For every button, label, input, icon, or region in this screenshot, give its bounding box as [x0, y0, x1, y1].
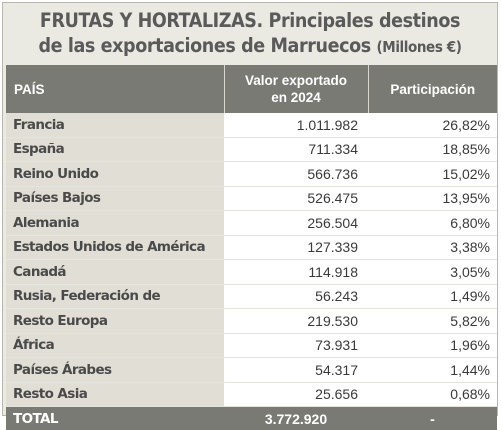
header-valor-line-2: en 2024 [271, 90, 321, 105]
cell-participacion: 26,82% [368, 113, 497, 137]
cell-valor: 566.736 [224, 162, 368, 187]
cell-participacion: 1,44% [368, 358, 497, 383]
cell-participacion: 1,49% [368, 284, 497, 309]
cell-pais: Alemania [6, 211, 224, 236]
cell-participacion: 13,95% [368, 186, 497, 211]
cell-valor: 127.339 [224, 235, 368, 260]
header-pais: PAÍS [6, 65, 224, 113]
cell-pais: Rusia, Federación de [6, 284, 224, 309]
cell-pais: España [6, 137, 224, 162]
cell-pais: Resto Europa [6, 309, 224, 334]
cell-participacion: 5,82% [368, 309, 497, 334]
cell-pais: Canadá [6, 260, 224, 285]
header-valor: Valor exportado en 2024 [224, 65, 368, 113]
table-panel: FRUTAS Y HORTALIZAS. Principales destino… [2, 2, 498, 416]
title-line-2: de las exportaciones de Marruecos (Millo… [3, 33, 497, 60]
cell-valor: 25.656 [224, 382, 368, 407]
cell-valor: 56.243 [224, 284, 368, 309]
cell-valor: 219.530 [224, 309, 368, 334]
cell-pais: Resto Asia [6, 382, 224, 407]
cell-participacion: 15,02% [368, 162, 497, 187]
cell-pais: Países Bajos [6, 186, 224, 211]
cell-pais: Estados Unidos de América [6, 235, 224, 260]
cell-valor: 73.931 [224, 333, 368, 358]
cell-valor: 1.011.982 [224, 113, 368, 137]
cell-pais: Francia [6, 113, 224, 137]
cell-participacion: 18,85% [368, 137, 497, 162]
title-line-1: FRUTAS Y HORTALIZAS. Principales destino… [3, 8, 497, 33]
cell-valor: 114.918 [224, 260, 368, 285]
exports-table: PAÍS Valor exportado en 2024 Participaci… [6, 65, 497, 430]
title-unit: (Millones €) [377, 38, 462, 56]
cell-pais: África [6, 333, 224, 358]
cell-valor: 54.317 [224, 358, 368, 383]
total-valor: 3.772.920 [224, 407, 368, 430]
total-participacion: - [368, 407, 497, 430]
cell-participacion: 0,68% [368, 382, 497, 407]
total-label: TOTAL [6, 407, 224, 430]
cell-participacion: 1,96% [368, 333, 497, 358]
cell-participacion: 6,80% [368, 211, 497, 236]
cell-valor: 526.475 [224, 186, 368, 211]
header-valor-line-1: Valor exportado [245, 73, 347, 88]
cell-valor: 256.504 [224, 211, 368, 236]
cell-valor: 711.334 [224, 137, 368, 162]
cell-participacion: 3,38% [368, 235, 497, 260]
table-title: FRUTAS Y HORTALIZAS. Principales destino… [3, 8, 497, 60]
cell-pais: Reino Unido [6, 162, 224, 187]
table-header-row: PAÍS Valor exportado en 2024 Participaci… [6, 65, 497, 113]
title-line-2-main: de las exportaciones de Marruecos [38, 34, 370, 57]
header-participacion: Participación [368, 65, 497, 113]
cell-pais: Países Árabes [6, 358, 224, 383]
cell-participacion: 3,05% [368, 260, 497, 285]
